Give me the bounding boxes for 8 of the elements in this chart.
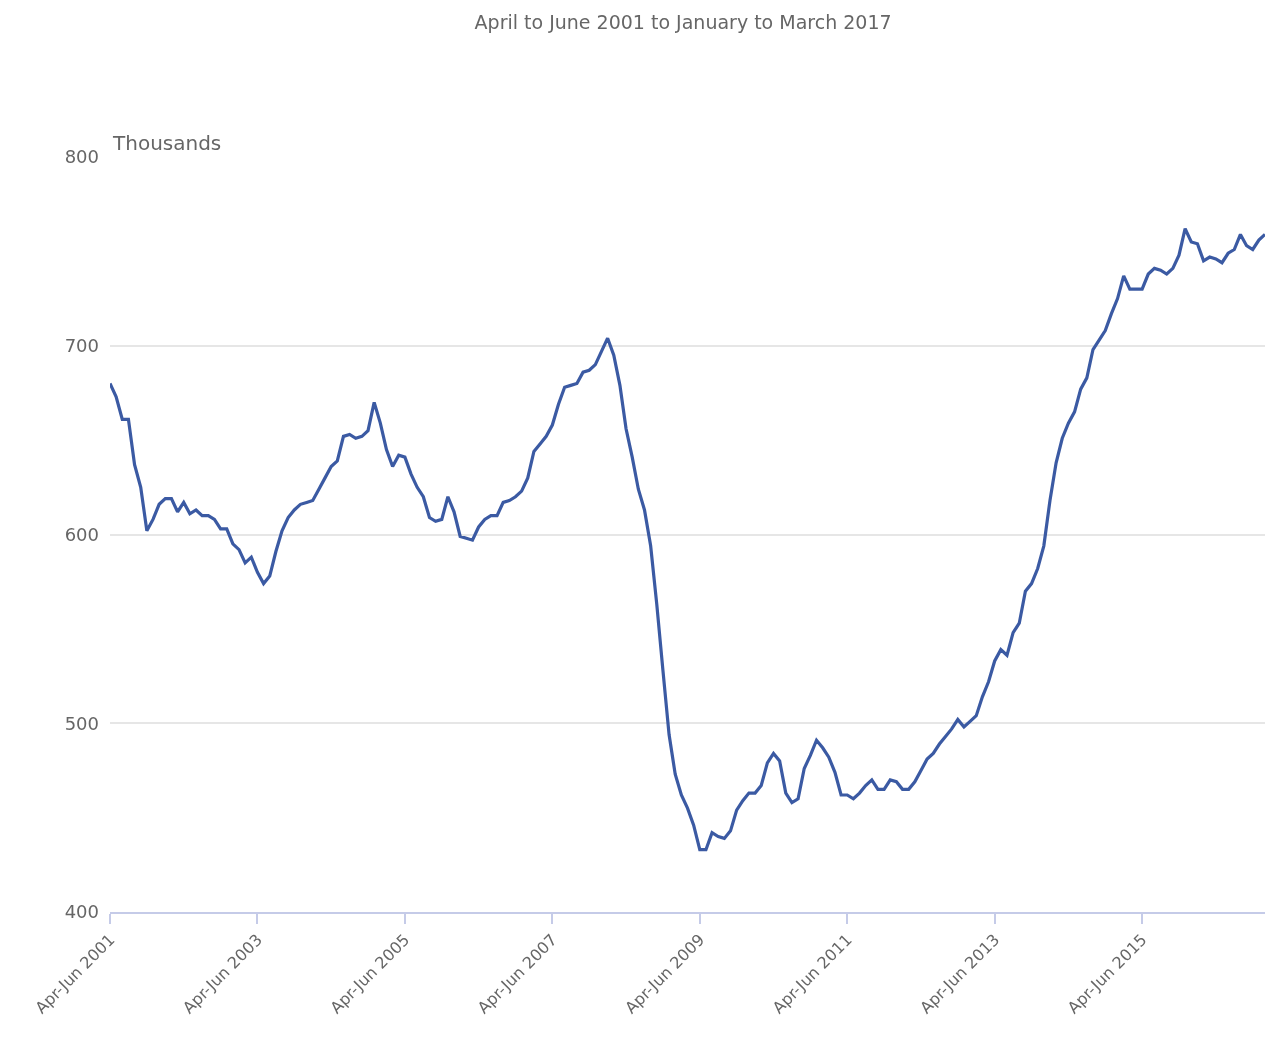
y-tick-label: 600 — [64, 523, 99, 545]
y-tick-label: 700 — [64, 335, 99, 357]
y-tick-label: 800 — [64, 146, 99, 168]
y-tick-label: 400 — [64, 901, 99, 923]
y-tick-label: 500 — [64, 712, 99, 734]
line-series — [110, 227, 1265, 852]
chart-title: April to June 2001 to January to March 2017 — [474, 11, 892, 34]
y-axis-title: Thousands — [112, 131, 222, 155]
